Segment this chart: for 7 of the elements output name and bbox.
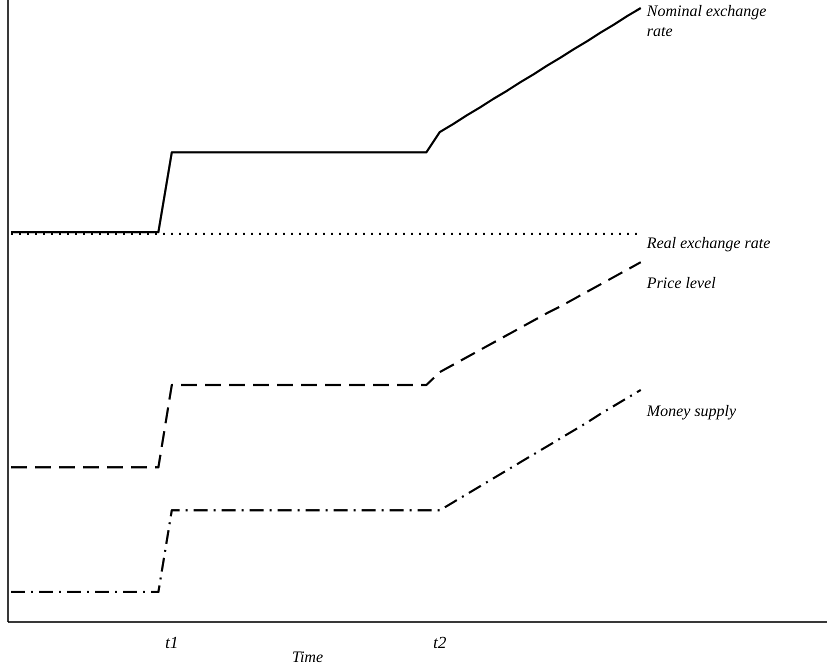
series-label: Nominal exchange rate bbox=[646, 3, 766, 40]
x-axis-title: Time bbox=[292, 649, 324, 666]
x-tick-label: t2 bbox=[433, 633, 447, 652]
series-label: Money supply bbox=[646, 402, 738, 420]
series-label: Price level bbox=[646, 275, 716, 292]
x-tick-label: t1 bbox=[165, 633, 178, 652]
series-label: Real exchange rate bbox=[646, 234, 770, 252]
